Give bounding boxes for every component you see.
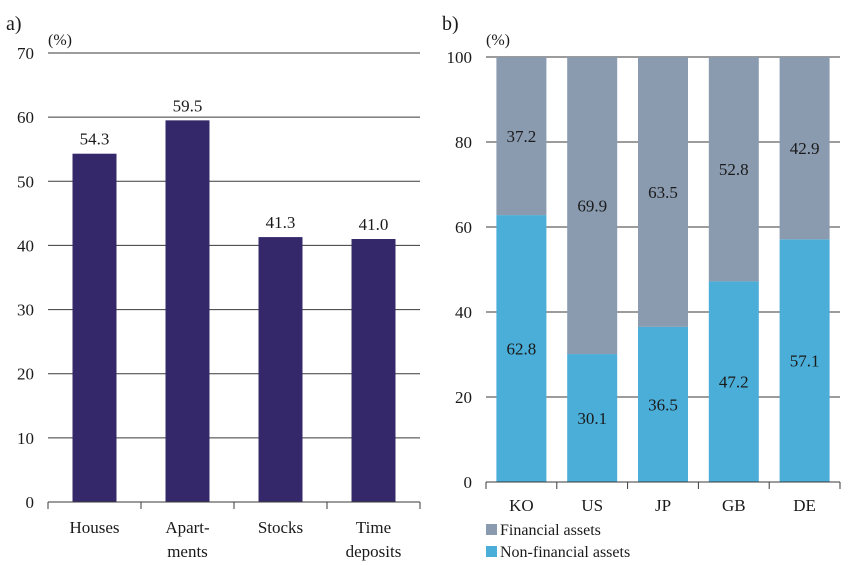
chart-b-legend-label: Financial assets xyxy=(500,522,601,539)
chart-b-legend: Financial assets Non-financial assets xyxy=(486,522,630,561)
chart-b-data-label-non-financial: 30.1 xyxy=(577,409,607,428)
chart-b-data-label-non-financial: 36.5 xyxy=(648,395,678,414)
chart-a-data-label: 54.3 xyxy=(80,130,110,149)
chart-a-x-tick-label: Houses xyxy=(69,518,119,537)
chart-b-bar-financial xyxy=(638,57,688,327)
chart-b-data-label-non-financial: 47.2 xyxy=(719,373,749,392)
chart-b-y-tick-label: 100 xyxy=(447,48,473,67)
chart-a-panel-label: a) xyxy=(6,13,22,35)
chart-b-data-label-financial: 63.5 xyxy=(648,183,678,202)
chart-a-bar xyxy=(165,120,210,502)
chart-b-bar-non-financial xyxy=(708,281,759,482)
chart-b-y-axis: 0 20 40 60 80 100 xyxy=(447,48,473,492)
chart-b-y-tick-label: 60 xyxy=(455,218,472,237)
chart-b-y-tick-label: 20 xyxy=(455,388,472,407)
chart-a-x-tick-label: ments xyxy=(167,542,208,561)
chart-a-bar xyxy=(351,239,396,502)
chart-a-y-tick-label: 0 xyxy=(26,493,35,512)
chart-b-bar-financial xyxy=(496,57,547,216)
chart-a-y-tick-label: 30 xyxy=(17,301,34,320)
chart-b-data-label-financial: 69.9 xyxy=(577,197,607,216)
chart-a-y-tick-label: 50 xyxy=(17,172,34,191)
chart-a-y-tick-label: 60 xyxy=(17,108,34,127)
chart-a-y-tick-label: 10 xyxy=(17,429,34,448)
chart-b-legend-label: Non-financial assets xyxy=(500,544,630,561)
chart-b-x-axis: KO US JP GB DE xyxy=(485,481,841,515)
chart-a-data-label: 59.5 xyxy=(173,96,203,115)
chart-b-data-label-financial: 52.8 xyxy=(719,160,749,179)
chart-b-bar-non-financial xyxy=(567,354,618,482)
chart-a-bar xyxy=(258,237,303,502)
chart-a-data-label: 41.3 xyxy=(266,213,296,232)
chart-a-data-label: 41.0 xyxy=(359,215,389,234)
chart-a-y-tick-label: 40 xyxy=(17,236,34,255)
chart-b-bar-financial xyxy=(779,57,830,240)
chart-b: b) (%) 0 20 40 60 80 100 62.8 37.2 30.1 69.9 36.5… xyxy=(442,13,841,561)
chart-a-bars xyxy=(72,120,396,502)
chart-a-x-axis: Houses Apart-ments Stocks Time deposits xyxy=(47,501,421,561)
chart-a-data-labels: 54.3 59.5 41.3 41.0 xyxy=(80,96,389,234)
chart-b-legend-swatch xyxy=(486,546,497,557)
chart-b-bar-non-financial xyxy=(496,215,547,482)
chart-a-x-tick-label: Apart- xyxy=(165,518,210,537)
chart-b-bar-financial xyxy=(708,57,759,282)
chart-b-data-label-financial: 42.9 xyxy=(790,139,820,158)
chart-a-y-axis: 0 10 20 30 40 50 60 70 xyxy=(17,44,34,512)
chart-b-bar-financial xyxy=(567,57,618,355)
chart-b-y-tick-label: 80 xyxy=(455,133,472,152)
chart-a-y-tick-label: 20 xyxy=(17,365,34,384)
chart-b-x-tick-label: KO xyxy=(509,496,534,515)
chart-b-data-labels: 62.8 37.2 30.1 69.9 36.5 63.5 47.2 52.8 57.1 42.9 xyxy=(507,127,820,428)
chart-a-unit-label: (%) xyxy=(48,32,72,49)
chart-a-x-tick-label: deposits xyxy=(346,542,402,561)
chart-a-bar xyxy=(72,153,117,502)
chart-b-data-label-non-financial: 62.8 xyxy=(507,340,537,359)
chart-b-bar-non-financial xyxy=(779,239,830,482)
chart-b-bars xyxy=(496,57,830,482)
chart-b-x-tick-label: US xyxy=(581,496,603,515)
chart-b-x-tick-label: GB xyxy=(722,496,746,515)
chart-b-panel-label: b) xyxy=(442,13,459,35)
chart-b-x-tick-label: JP xyxy=(655,496,671,515)
chart-b-x-tick-label: DE xyxy=(793,496,816,515)
chart-b-bar-non-financial xyxy=(638,326,688,482)
chart-b-data-label-non-financial: 57.1 xyxy=(790,352,820,371)
chart-b-data-label-financial: 37.2 xyxy=(507,127,537,146)
chart-a-x-tick-label: Time xyxy=(356,518,391,537)
chart-b-y-tick-label: 0 xyxy=(464,473,473,492)
chart-b-y-tick-label: 40 xyxy=(455,303,472,322)
chart-b-unit-label: (%) xyxy=(486,32,510,49)
chart-b-legend-swatch xyxy=(486,524,497,535)
chart-a-y-tick-label: 70 xyxy=(17,44,34,63)
chart-a-x-tick-label: Stocks xyxy=(258,518,303,537)
